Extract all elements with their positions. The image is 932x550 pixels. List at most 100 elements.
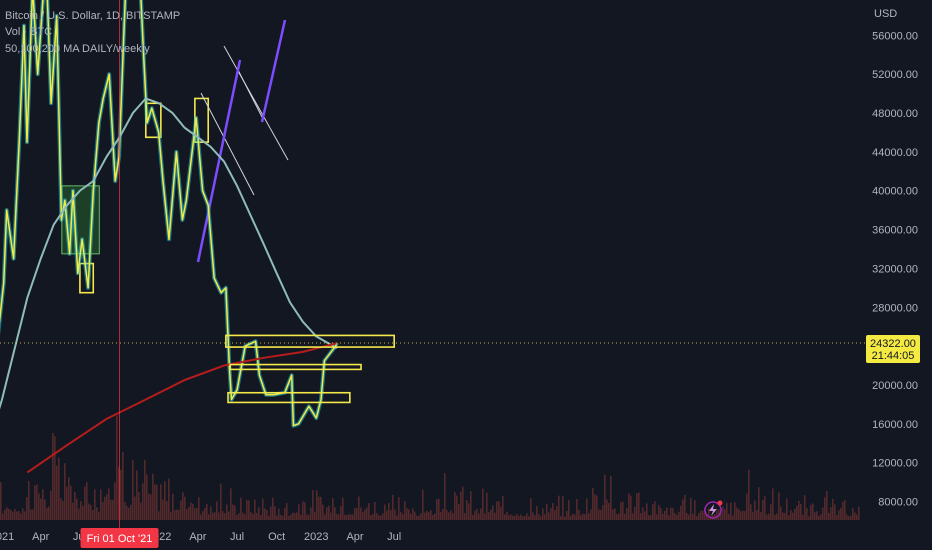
volume-bar xyxy=(370,515,372,520)
volume-bar xyxy=(452,513,454,520)
volume-bar xyxy=(56,465,58,520)
volume-bar xyxy=(498,501,500,520)
volume-bar xyxy=(312,490,314,520)
time-tick-label: Oct xyxy=(268,531,285,543)
trend-line[interactable] xyxy=(223,45,289,161)
volume-bar xyxy=(102,501,104,520)
volume-bar xyxy=(692,513,694,520)
volume-bar xyxy=(424,512,426,520)
volume-bar xyxy=(282,515,284,520)
volume-legend[interactable]: Vol · BTC xyxy=(5,26,53,38)
current-price-badge[interactable] xyxy=(866,334,920,363)
volume-bar xyxy=(156,484,158,520)
volume-bar xyxy=(594,494,596,520)
volume-bar xyxy=(200,514,202,520)
volume-bar xyxy=(854,512,856,520)
time-tick-label: Jul xyxy=(387,531,401,543)
volume-bar xyxy=(190,502,192,520)
volume-bar xyxy=(418,515,420,520)
volume-bar xyxy=(630,495,632,520)
volume-bar xyxy=(450,510,452,520)
volume-bar xyxy=(802,514,804,520)
volume-bar xyxy=(722,506,724,520)
volume-bar xyxy=(222,511,224,520)
volume-bar xyxy=(134,496,136,520)
volume-bar xyxy=(664,510,666,520)
volume-bar xyxy=(332,498,334,520)
ma-red-line[interactable] xyxy=(26,342,338,474)
volume-bar xyxy=(24,511,26,520)
volume-bar xyxy=(836,515,838,520)
price-line[interactable] xyxy=(0,0,338,427)
price-axis[interactable]: USD8000.0012000.0016000.0020000.0024000.… xyxy=(872,8,918,509)
support-zone[interactable] xyxy=(225,334,395,348)
volume-bar xyxy=(128,507,130,520)
volume-bar xyxy=(798,500,800,520)
volume-bar xyxy=(256,513,258,520)
volume-bar xyxy=(460,491,462,520)
volume-bar xyxy=(274,506,276,520)
impulse-line[interactable] xyxy=(196,59,242,263)
trend-line[interactable] xyxy=(236,67,263,118)
volume-bar xyxy=(286,503,288,520)
trend-line[interactable] xyxy=(200,92,255,196)
volume-bar xyxy=(74,492,76,520)
volume-bar xyxy=(148,493,150,520)
volume-bar xyxy=(806,508,808,520)
volume-bar xyxy=(800,503,802,520)
volume-bar xyxy=(656,514,658,520)
support-zone[interactable] xyxy=(227,391,351,404)
volume-bar xyxy=(76,498,78,520)
volume-bar xyxy=(154,484,156,520)
volume-bar xyxy=(550,507,552,520)
volume-bar xyxy=(80,501,82,520)
volume-bar xyxy=(742,510,744,520)
symbol-title[interactable]: Bitcoin / U.S. Dollar, 1D, BITSTAMP xyxy=(5,10,181,22)
volume-bar xyxy=(644,511,646,520)
volume-bar xyxy=(178,509,180,520)
volume-bar xyxy=(34,485,36,520)
volume-bar xyxy=(270,506,272,520)
volume-bar xyxy=(546,503,548,520)
volume-bar xyxy=(142,483,144,520)
support-zones[interactable] xyxy=(225,334,395,404)
volume-bar xyxy=(616,514,618,520)
volume-bar xyxy=(36,484,38,520)
volume-bar xyxy=(338,514,340,520)
volume-bar xyxy=(534,515,536,520)
support-zone[interactable] xyxy=(229,363,362,371)
volume-bar xyxy=(510,514,512,520)
volume-bar xyxy=(688,514,690,520)
volume-bar xyxy=(162,499,164,520)
volume-bar xyxy=(420,513,422,520)
price-tick-label: 40000.00 xyxy=(872,186,918,198)
volume-bar xyxy=(160,484,162,520)
volume-bar xyxy=(82,505,84,520)
lightning-icon[interactable] xyxy=(704,501,722,519)
volume-bar xyxy=(556,506,558,520)
volume-bar xyxy=(394,509,396,520)
volume-bar xyxy=(264,508,266,520)
volume-bar xyxy=(488,512,490,520)
volume-bar xyxy=(328,505,330,520)
volume-bar xyxy=(290,514,292,520)
volume-bar xyxy=(430,509,432,520)
time-tick-label: 2023 xyxy=(304,531,328,543)
volume-bar xyxy=(598,509,600,520)
impulse-line[interactable] xyxy=(260,19,287,123)
volume-bar xyxy=(244,514,246,520)
volume-bar xyxy=(668,515,670,520)
ma-light-line[interactable] xyxy=(0,97,338,444)
volume-bar xyxy=(174,510,176,520)
volume-bar xyxy=(10,510,12,520)
indicator-legend[interactable]: 50,100,200 MA DAILY/weekly xyxy=(5,43,150,55)
trend-lines[interactable] xyxy=(196,19,289,263)
volume-bar xyxy=(662,513,664,520)
volume-bar xyxy=(752,512,754,520)
volume-bar xyxy=(590,509,592,520)
volume-bar xyxy=(14,509,16,520)
volume-bar xyxy=(586,498,588,520)
volume-bar xyxy=(562,496,564,520)
